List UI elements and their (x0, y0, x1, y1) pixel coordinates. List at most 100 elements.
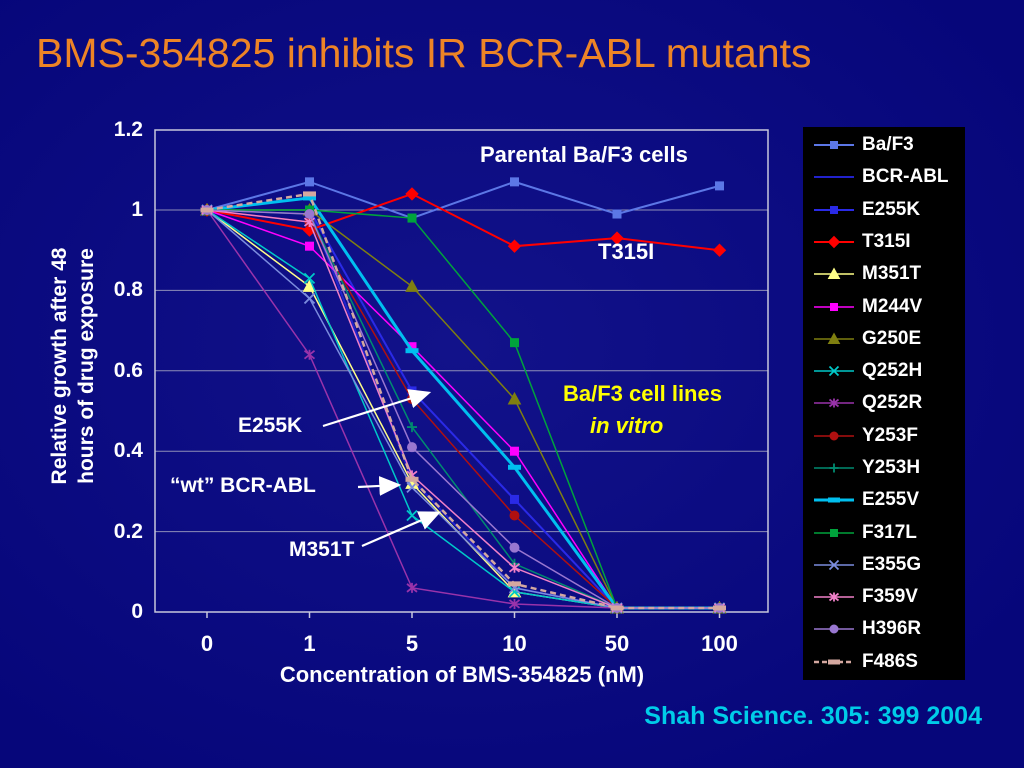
legend-label: E355G (862, 553, 922, 575)
series-marker-ba-f3 (612, 209, 622, 219)
y-tick-label: 0.8 (113, 278, 143, 302)
x-tick-label: 50 (604, 631, 630, 656)
series-marker-f486s (303, 191, 316, 197)
x-tick-label: 5 (405, 631, 419, 656)
series-marker-f359v (508, 562, 521, 573)
x-tick-label: 10 (502, 631, 527, 656)
legend-label: F317L (862, 521, 917, 543)
legend-swatch-h396r (814, 624, 854, 634)
legend-label: F359V (862, 586, 918, 608)
legend-item-f317l: F317L (813, 518, 965, 548)
legend-swatch-f359v (814, 592, 854, 602)
legend-swatch-e255k (814, 205, 854, 214)
series-marker-f486s (713, 605, 726, 611)
series-marker-e255v (508, 464, 521, 470)
y-tick-label: 1 (131, 198, 143, 221)
series-marker-m244v (305, 241, 314, 251)
series-marker-e255k (510, 494, 519, 504)
y-axis-title-line1: Relative growth after 48 (48, 247, 71, 485)
annotation-arrow-e255k (322, 389, 432, 428)
series-marker-m244v (510, 446, 519, 456)
legend-item-m351t: M351T (813, 259, 965, 289)
series-marker-f486s (200, 207, 214, 213)
legend-item-q252r: Q252R (813, 388, 965, 418)
y-axis-title-line2: hours of drug exposure (75, 248, 98, 484)
legend-swatch-m244v (814, 302, 854, 311)
series-marker-e255v (405, 348, 419, 354)
legend-label: F486S (862, 650, 918, 672)
annotation-t315i: T315I (598, 239, 655, 264)
series-marker-t315i (610, 231, 624, 245)
series-marker-t315i (507, 239, 522, 253)
legend-swatch-ba-f3 (814, 141, 854, 150)
series-marker-h396r (509, 542, 520, 553)
legend-item-e255k: E255K (813, 195, 965, 225)
y-tick-label: 0.4 (113, 439, 143, 463)
chart-legend: Ba/F3 BCR-ABL E255K T315I M351T M244V G2… (803, 127, 965, 680)
annotation-wt-bcr-abl: “wt” BCR-ABL (170, 474, 316, 497)
legend-label: T315I (862, 230, 911, 252)
series-marker-t315i (712, 243, 727, 257)
legend-item-bcr-abl: BCR-ABL (813, 162, 965, 192)
slide-title: BMS-354825 inhibits IR BCR-ABL mutants (36, 30, 812, 76)
series-marker-q252r (303, 349, 316, 360)
series-marker-ba-f3 (715, 181, 724, 191)
annotation-e255k: E255K (238, 414, 303, 437)
annotation-bafz-lines: Ba/F3 cell lines (563, 381, 722, 406)
series-marker-q252r (508, 598, 521, 609)
legend-item-e255v: E255V (813, 485, 965, 515)
legend-label: E255K (862, 198, 921, 220)
series-marker-h396r (304, 209, 315, 220)
series-line-ba-f3 (206, 180, 720, 220)
legend-swatch-t315i (814, 235, 854, 249)
legend-label: M244V (862, 295, 923, 317)
x-axis-title: Concentration of BMS-354825 (nM) (279, 662, 645, 687)
series-marker-y253f (509, 510, 520, 521)
legend-item-e355g: E355G (813, 550, 965, 580)
series-marker-q252h (303, 272, 316, 284)
series-marker-f317l (407, 213, 417, 223)
x-tick-label: 0 (200, 631, 214, 656)
legend-item-y253h: Y253H (813, 453, 965, 483)
legend-label: G250E (862, 327, 922, 349)
legend-item-ba-f3: Ba/F3 (813, 130, 965, 160)
legend-label: BCR-ABL (862, 166, 949, 188)
annotation-arrow-wt-bcr-abl (357, 476, 402, 496)
legend-item-g250e: G250E (813, 324, 965, 354)
legend-swatch-e355g (814, 559, 854, 570)
legend-label: Y253H (862, 456, 921, 478)
y-tick-label: 0.2 (113, 519, 143, 543)
legend-item-t315i: T315I (813, 227, 965, 257)
legend-item-m244v: M244V (813, 292, 965, 322)
series-line-t315i (206, 192, 720, 252)
series-marker-e355g (303, 292, 316, 305)
annotation-arrow-m351t (361, 511, 442, 548)
y-axis-title: Relative growth after 48 hours of drug e… (46, 134, 104, 598)
series-marker-q252r (406, 582, 418, 593)
legend-item-y253f: Y253F (813, 421, 965, 451)
annotation-m351t: M351T (289, 538, 355, 561)
x-tick-label: 1 (303, 631, 316, 656)
legend-swatch-e255v (814, 497, 854, 503)
legend-swatch-q252r (814, 398, 854, 408)
legend-label: Q252R (862, 392, 923, 414)
legend-item-h396r: H396R (813, 614, 965, 644)
plot-border (154, 129, 769, 613)
series-marker-h396r (407, 442, 417, 453)
series-marker-ba-f3 (510, 177, 519, 187)
legend-label: E255V (862, 489, 920, 511)
legend-item-f359v: F359V (813, 582, 965, 612)
y-tick-label: 1.2 (113, 117, 143, 141)
series-line-f486s (206, 192, 720, 610)
series-marker-g250e (405, 279, 419, 292)
legend-item-q252h: Q252H (813, 356, 965, 386)
legend-label: Q252H (862, 360, 923, 382)
y-tick-label: 0 (131, 600, 143, 623)
legend-label: Y253F (862, 424, 918, 446)
legend-swatch-q252h (814, 365, 854, 377)
series-marker-f486s (405, 476, 419, 482)
series-marker-t315i (405, 187, 419, 201)
series-marker-f486s (508, 581, 521, 587)
